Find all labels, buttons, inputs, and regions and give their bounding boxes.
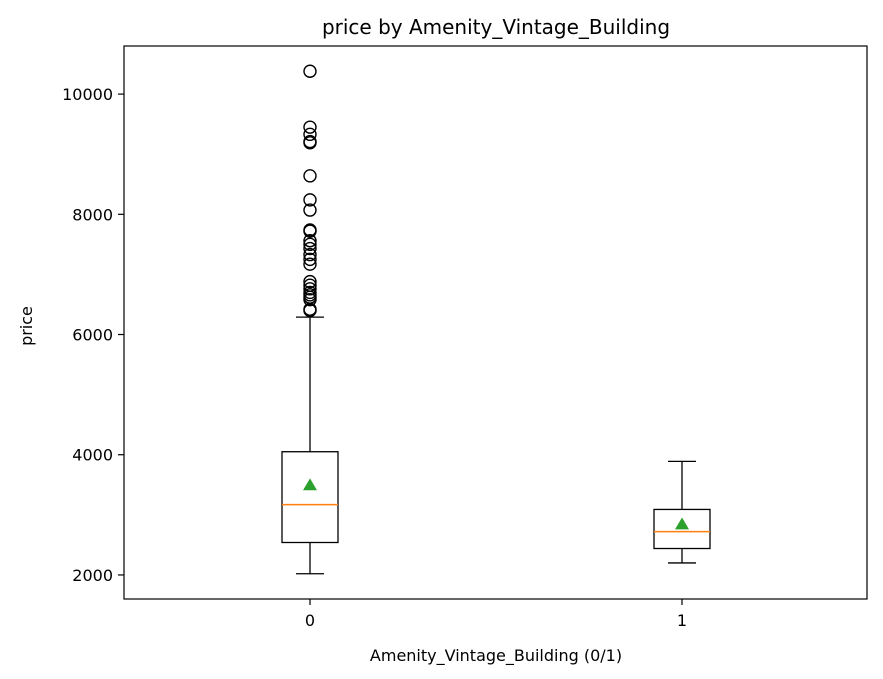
outlier-point [303, 237, 317, 252]
outlier-point [303, 127, 317, 142]
outlier-point [303, 247, 317, 262]
y-tick-label: 6000 [72, 326, 113, 345]
x-axis-label: Amenity_Vintage_Building (0/1) [370, 646, 622, 666]
outlier-point [303, 278, 317, 292]
outlier-point [303, 282, 317, 296]
outlier-point [303, 169, 317, 183]
outlier-point [303, 285, 317, 300]
outlier-point [303, 234, 317, 248]
x-tick-label: 1 [677, 611, 687, 630]
mean-marker [675, 517, 689, 530]
box-iqr [281, 451, 339, 544]
outlier-point [303, 252, 317, 267]
outlier-point [303, 257, 317, 271]
y-tick-label: 8000 [72, 205, 113, 224]
y-tick-label: 10000 [62, 85, 113, 104]
outlier-point [303, 223, 317, 237]
outlier-point [303, 64, 317, 78]
outlier-point [303, 193, 317, 207]
y-axis-label: price [17, 306, 36, 346]
box-iqr [653, 508, 711, 550]
outlier-point [303, 134, 317, 149]
x-tick-label: 0 [305, 611, 315, 630]
chart-title: price by Amenity_Vintage_Building [322, 15, 670, 39]
outlier-point [303, 120, 317, 134]
outlier-point [303, 241, 317, 256]
y-tick-label: 2000 [72, 566, 113, 585]
outlier-point [303, 203, 317, 217]
outlier-point [303, 274, 317, 289]
plot-frame [123, 45, 868, 600]
mean-marker [303, 478, 317, 491]
plot-area [281, 64, 711, 575]
y-tick-label: 4000 [72, 446, 113, 465]
axes: 2000 4000 6000 8000 10000 0 1 [62, 85, 687, 630]
